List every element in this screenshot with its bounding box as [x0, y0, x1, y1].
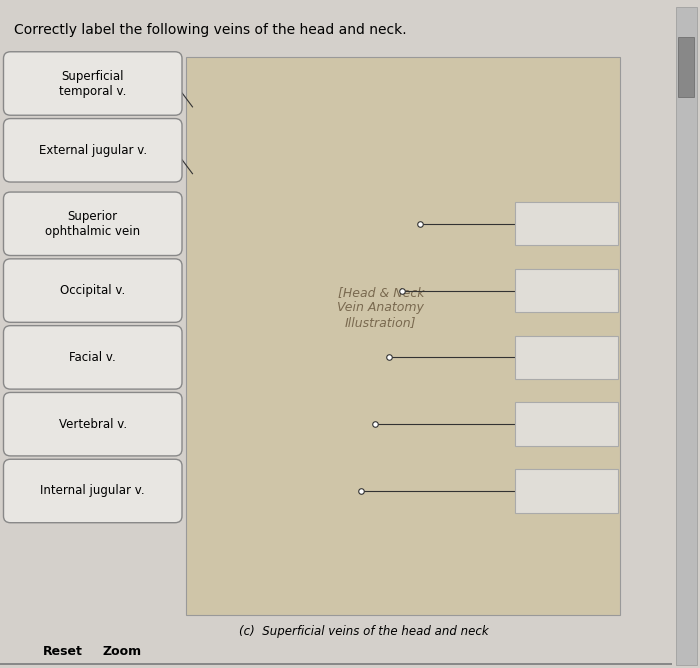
Text: Internal jugular v.: Internal jugular v. — [41, 484, 145, 498]
FancyBboxPatch shape — [514, 336, 618, 379]
FancyBboxPatch shape — [514, 269, 618, 313]
FancyBboxPatch shape — [514, 469, 618, 513]
FancyBboxPatch shape — [4, 460, 182, 522]
Text: (c)  Superficial veins of the head and neck: (c) Superficial veins of the head and ne… — [239, 625, 489, 638]
Text: [Head & Neck
Vein Anatomy
Illustration]: [Head & Neck Vein Anatomy Illustration] — [337, 287, 424, 329]
FancyBboxPatch shape — [4, 119, 182, 182]
Text: Superficial
temporal v.: Superficial temporal v. — [59, 69, 127, 98]
Text: External jugular v.: External jugular v. — [38, 144, 147, 157]
Text: Vertebral v.: Vertebral v. — [59, 418, 127, 431]
Text: Correctly label the following veins of the head and neck.: Correctly label the following veins of t… — [14, 23, 407, 37]
FancyBboxPatch shape — [0, 663, 672, 665]
Text: Superior
ophthalmic vein: Superior ophthalmic vein — [46, 210, 140, 238]
FancyBboxPatch shape — [4, 192, 182, 256]
FancyBboxPatch shape — [4, 326, 182, 389]
FancyBboxPatch shape — [678, 37, 694, 97]
Text: Facial v.: Facial v. — [69, 351, 116, 364]
FancyBboxPatch shape — [4, 393, 182, 456]
FancyBboxPatch shape — [514, 202, 618, 245]
Text: Occipital v.: Occipital v. — [60, 284, 125, 297]
FancyBboxPatch shape — [514, 402, 618, 446]
Text: Reset: Reset — [43, 645, 83, 658]
Text: Zoom: Zoom — [103, 645, 142, 658]
FancyBboxPatch shape — [186, 57, 620, 615]
FancyBboxPatch shape — [676, 7, 696, 665]
FancyBboxPatch shape — [4, 52, 182, 116]
FancyBboxPatch shape — [4, 259, 182, 323]
